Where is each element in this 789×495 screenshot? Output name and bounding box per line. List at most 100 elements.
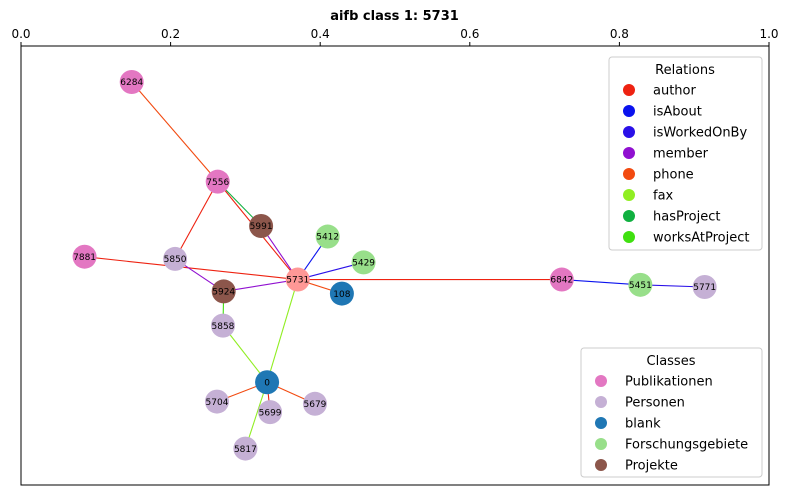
edge-phone: [131, 81, 219, 183]
relations-legend-title: Relations: [655, 63, 715, 78]
node-5924: 5924: [211, 279, 236, 304]
node-5771: 5771: [692, 275, 717, 300]
node-5991: 5991: [249, 213, 274, 238]
node-108: 108: [329, 281, 354, 306]
node-marker: [315, 224, 340, 249]
node-5412: 5412: [315, 224, 340, 249]
node-5731: 5731: [285, 267, 310, 292]
chart-title: aifb class 1: 5731: [330, 9, 459, 24]
node-marker: [285, 267, 310, 292]
relation-legend-marker: [623, 210, 635, 222]
node-5850: 5850: [163, 246, 188, 271]
edge-isAbout: [561, 278, 641, 286]
node-marker: [692, 275, 717, 300]
x-tick-label: 0.8: [610, 27, 629, 41]
node-label: 7556: [206, 178, 229, 188]
relation-legend-marker: [623, 147, 635, 159]
class-legend-label: Personen: [625, 396, 685, 411]
relation-legend-label: phone: [653, 168, 694, 183]
node-label: 5991: [250, 222, 273, 232]
relation-legend-marker: [623, 189, 635, 201]
node-marker: [302, 391, 327, 416]
node-5699: 5699: [258, 400, 283, 425]
relation-legend-label: fax: [653, 189, 674, 204]
node-label: 5924: [212, 288, 235, 298]
classes-legend: Classes Publikationen Personen blank Forsch…: [580, 347, 763, 478]
node-label: 5850: [164, 255, 187, 265]
classes-legend-box: [580, 347, 763, 478]
node-label: 6842: [550, 276, 573, 286]
edge-member: [223, 279, 298, 292]
node-label: 5451: [629, 281, 652, 291]
node-label: 7881: [73, 253, 96, 263]
relations-legend-box: [608, 56, 763, 251]
node-label: 5699: [259, 408, 282, 418]
relation-legend-marker: [623, 105, 635, 117]
node-0: 0: [255, 370, 280, 395]
class-legend-label: Publikationen: [625, 375, 713, 390]
node-marker: [249, 213, 274, 238]
node-marker: [549, 267, 574, 292]
node-label: 5817: [234, 445, 257, 455]
node-marker: [233, 436, 258, 461]
node-label: 5771: [693, 283, 716, 293]
edge-author: [84, 256, 298, 281]
node-5451: 5451: [628, 272, 653, 297]
node-marker: [210, 313, 235, 338]
node-label: 5704: [206, 398, 229, 408]
node-marker: [204, 389, 229, 414]
relation-legend-marker: [623, 126, 635, 138]
class-legend-marker: [595, 375, 607, 387]
node-label: 5679: [304, 400, 327, 410]
node-label: 5429: [352, 259, 375, 269]
x-axis: 0.0 0.2 0.4 0.6 0.8 1.0: [11, 27, 779, 46]
class-legend-marker: [595, 417, 607, 429]
relation-legend-label: member: [653, 147, 709, 162]
relation-legend-marker: [623, 84, 635, 96]
node-7556: 7556: [205, 169, 230, 194]
node-5429: 5429: [351, 250, 376, 275]
node-marker: [628, 272, 653, 297]
relation-legend-label: author: [653, 84, 696, 99]
node-marker: [255, 370, 280, 395]
node-7881: 7881: [72, 244, 97, 269]
relation-legend-label: isWorkedOnBy: [653, 126, 747, 141]
node-label: 6284: [120, 78, 143, 88]
node-marker: [258, 400, 283, 425]
relation-legend-label: hasProject: [653, 210, 720, 225]
node-5858: 5858: [210, 313, 235, 338]
node-5679: 5679: [302, 391, 327, 416]
relations-legend: Relations author isAbout isWorkedOnBy membe…: [608, 56, 763, 251]
node-5817: 5817: [233, 436, 258, 461]
x-tick-label: 1.0: [759, 27, 778, 41]
relation-legend-label: isAbout: [653, 105, 702, 120]
x-tick-label: 0.2: [161, 27, 180, 41]
x-tick-label: 0.4: [311, 27, 330, 41]
node-marker: [329, 281, 354, 306]
edge-fax: [266, 279, 299, 383]
node-marker: [351, 250, 376, 275]
relation-legend-marker: [623, 231, 635, 243]
node-marker: [205, 169, 230, 194]
node-marker: [163, 246, 188, 271]
relation-legend-label: worksAtProject: [653, 231, 749, 246]
classes-legend-title: Classes: [647, 354, 696, 369]
node-marker: [211, 279, 236, 304]
x-tick-label: 0.0: [11, 27, 30, 41]
class-legend-marker: [595, 438, 607, 450]
node-marker: [72, 244, 97, 269]
node-layer: 6284 7556 5991 5412 5429 7881 5850 5731 6842 5451…: [72, 69, 717, 461]
node-label: 5731: [286, 276, 309, 286]
class-legend-label: Forschungsgebiete: [625, 438, 748, 453]
class-legend-label: blank: [625, 417, 661, 432]
x-tick-label: 0.6: [460, 27, 479, 41]
node-5704: 5704: [204, 389, 229, 414]
node-label: 0: [264, 378, 270, 388]
class-legend-label: Projekte: [625, 459, 678, 474]
edge-author: [174, 181, 219, 260]
node-label: 108: [333, 290, 350, 300]
relation-legend-marker: [623, 168, 635, 180]
class-legend-marker: [595, 459, 607, 471]
node-label: 5412: [316, 233, 339, 243]
